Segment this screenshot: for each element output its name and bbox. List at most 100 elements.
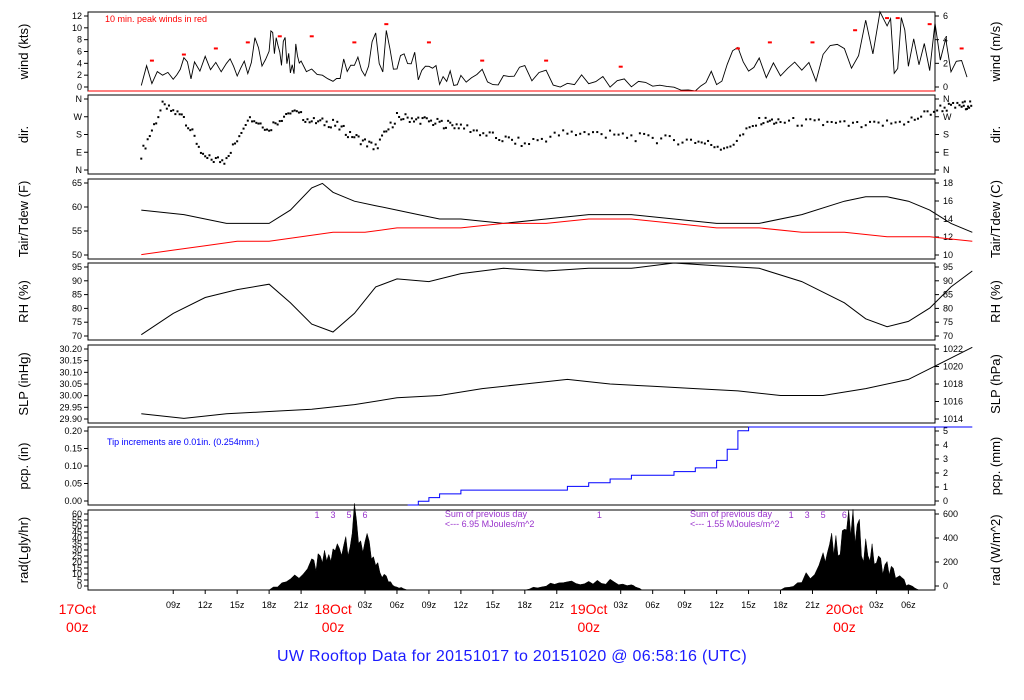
- wind-peak-point: [384, 23, 389, 26]
- xtick-label: 09z: [422, 600, 437, 610]
- direction-point: [961, 101, 964, 104]
- direction-point: [142, 144, 145, 147]
- direction-point: [238, 135, 241, 138]
- direction-point: [775, 121, 778, 124]
- ytick-left-label: N: [76, 94, 83, 104]
- ytick-left-label: 35: [72, 539, 82, 549]
- direction-point: [805, 118, 808, 121]
- direction-point: [851, 121, 854, 124]
- direction-point: [969, 100, 972, 103]
- direction-point: [697, 140, 700, 143]
- xtick-label: 09z: [166, 600, 181, 610]
- direction-point: [681, 141, 684, 144]
- dewpoint-series: [141, 218, 973, 256]
- direction-point: [703, 142, 706, 145]
- direction-point: [150, 129, 153, 132]
- direction-point: [466, 124, 469, 127]
- direction-point: [391, 126, 394, 129]
- direction-point: [773, 122, 776, 125]
- radiation-hour-marker: 5: [821, 510, 826, 520]
- ytick-right-label: 400: [943, 533, 958, 543]
- date-hour-label: 00z: [577, 619, 600, 635]
- ytick-left-label: 0.00: [64, 496, 82, 506]
- direction-point: [430, 119, 433, 122]
- direction-point: [907, 120, 910, 123]
- direction-point: [385, 130, 388, 133]
- wind-peak-point: [895, 17, 900, 20]
- direction-point: [191, 128, 194, 131]
- precip-series: [141, 426, 973, 506]
- direction-point: [517, 136, 520, 139]
- wind-peak-point: [927, 23, 932, 26]
- ylabel-left-dir: dir.: [16, 126, 31, 143]
- direction-point: [507, 136, 510, 139]
- wind-peak-point: [735, 47, 740, 50]
- direction-point: [251, 120, 254, 123]
- ytick-left-label: 50: [72, 250, 82, 260]
- direction-point: [325, 120, 328, 123]
- direction-point: [457, 127, 460, 130]
- direction-point: [327, 126, 330, 129]
- direction-point: [570, 130, 573, 133]
- direction-point: [148, 135, 151, 138]
- xtick-label: 12z: [198, 600, 213, 610]
- radiation-hour-marker: 3: [331, 510, 336, 520]
- direction-point: [155, 122, 158, 125]
- direction-point: [463, 127, 466, 130]
- direction-point: [304, 120, 307, 123]
- date-label: 18Oct: [314, 601, 351, 617]
- ytick-left-label: 75: [72, 317, 82, 327]
- ytick-left-label: 30.10: [59, 367, 82, 377]
- ytick-right-label: S: [943, 130, 949, 140]
- ylabel-left-slp: SLP (inHg): [16, 352, 31, 415]
- xtick-label: 21z: [294, 600, 309, 610]
- ytick-right-label: 3: [943, 454, 948, 464]
- direction-point: [501, 140, 504, 143]
- direction-point: [958, 104, 961, 107]
- xtick-label: 06z: [645, 600, 660, 610]
- xtick-label: 18z: [262, 600, 277, 610]
- direction-point: [157, 116, 160, 119]
- direction-point: [378, 138, 381, 141]
- wind-peak-point: [480, 59, 485, 62]
- ytick-left-label: 55: [72, 226, 82, 236]
- radiation-hour-marker: 6: [842, 510, 847, 520]
- direction-point: [655, 142, 658, 145]
- ytick-left-label: 4: [77, 58, 82, 68]
- direction-point: [346, 136, 349, 139]
- direction-point: [387, 128, 390, 131]
- direction-point: [197, 145, 200, 148]
- direction-point: [444, 126, 447, 129]
- direction-point: [434, 122, 437, 125]
- direction-point: [176, 110, 179, 113]
- ytick-left-label: 95: [72, 262, 82, 272]
- ytick-right-label: 95: [943, 262, 953, 272]
- ytick-left-label: 2: [77, 70, 82, 80]
- panel-frame-temp: [87, 178, 936, 260]
- wind-peak-point: [149, 59, 154, 62]
- xtick-label: 03z: [869, 600, 884, 610]
- direction-point: [869, 120, 872, 123]
- direction-point: [208, 154, 211, 157]
- direction-point: [408, 120, 411, 123]
- direction-point: [613, 133, 616, 136]
- direction-point: [336, 120, 339, 123]
- direction-point: [864, 124, 867, 127]
- ytick-right-label: 200: [943, 557, 958, 567]
- direction-point: [638, 132, 641, 135]
- direction-point: [187, 127, 190, 130]
- direction-point: [770, 118, 773, 121]
- direction-point: [381, 134, 384, 137]
- direction-point: [796, 124, 799, 127]
- direction-point: [916, 117, 919, 120]
- direction-point: [310, 120, 313, 123]
- xtick-label: 03z: [613, 600, 628, 610]
- direction-point: [920, 115, 923, 118]
- direction-point: [172, 109, 175, 112]
- direction-point: [643, 132, 646, 135]
- ytick-left-label: 0.10: [64, 461, 82, 471]
- direction-point: [956, 101, 959, 104]
- direction-point: [357, 135, 360, 138]
- ytick-left-label: 30.20: [59, 344, 82, 354]
- xtick-label: 12z: [709, 600, 724, 610]
